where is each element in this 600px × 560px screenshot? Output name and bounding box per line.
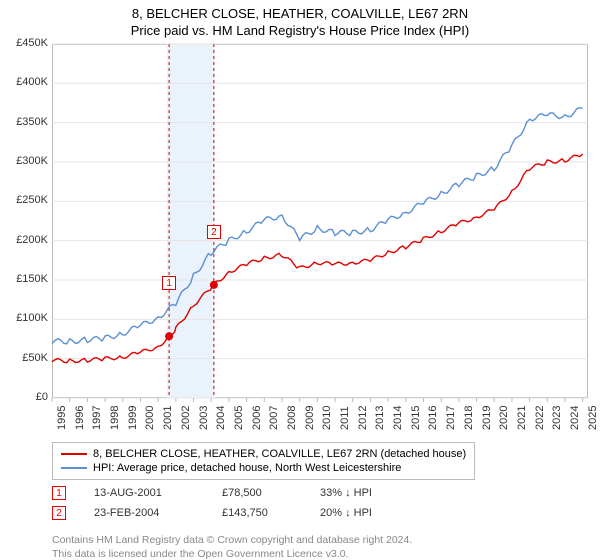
x-tick-label: 2010 (321, 406, 333, 430)
y-tick-label: £300K (8, 155, 48, 167)
x-tick-label: 2025 (587, 406, 599, 430)
x-tick-label: 2005 (233, 406, 245, 430)
chart-marker-label: 1 (162, 276, 176, 290)
x-tick-label: 1997 (91, 406, 103, 430)
legend-swatch (61, 467, 87, 469)
sale-record-row: 1 13-AUG-2001 £78,500 33% ↓ HPI (52, 486, 372, 500)
legend-label: 8, BELCHER CLOSE, HEATHER, COALVILLE, LE… (93, 448, 466, 460)
x-tick-label: 2011 (339, 406, 351, 430)
y-tick-label: £150K (8, 273, 48, 285)
x-tick-label: 2023 (551, 406, 563, 430)
x-tick-label: 2003 (198, 406, 210, 430)
sale-date: 23-FEB-2004 (94, 507, 194, 519)
chart-marker-label: 2 (207, 225, 221, 239)
x-tick-label: 2009 (304, 406, 316, 430)
x-tick-label: 1998 (109, 406, 121, 430)
sale-price: £78,500 (222, 487, 292, 499)
x-tick-label: 2007 (268, 406, 280, 430)
y-tick-label: £50K (8, 352, 48, 364)
y-tick-label: £350K (8, 116, 48, 128)
x-tick-label: 2017 (445, 406, 457, 430)
x-tick-label: 2018 (463, 406, 475, 430)
title-line-2: Price paid vs. HM Land Registry's House … (0, 21, 600, 42)
sale-delta: 33% ↓ HPI (320, 487, 372, 499)
y-tick-label: £400K (8, 76, 48, 88)
y-tick-label: £250K (8, 194, 48, 206)
x-tick-label: 2013 (374, 406, 386, 430)
x-tick-label: 2020 (498, 406, 510, 430)
x-tick-label: 1995 (56, 406, 68, 430)
legend: 8, BELCHER CLOSE, HEATHER, COALVILLE, LE… (52, 442, 475, 480)
x-tick-label: 2002 (180, 406, 192, 430)
title-line-1: 8, BELCHER CLOSE, HEATHER, COALVILLE, LE… (0, 0, 600, 21)
x-tick-label: 2008 (286, 406, 298, 430)
sale-date: 13-AUG-2001 (94, 487, 194, 499)
y-tick-label: £100K (8, 312, 48, 324)
line-chart (52, 44, 588, 398)
x-tick-label: 2021 (516, 406, 528, 430)
x-tick-label: 2024 (569, 406, 581, 430)
x-tick-label: 2000 (144, 406, 156, 430)
x-tick-label: 2015 (410, 406, 422, 430)
sale-price: £143,750 (222, 507, 292, 519)
x-tick-label: 2001 (162, 406, 174, 430)
footer-line-2: This data is licensed under the Open Gov… (52, 548, 349, 560)
x-tick-label: 1999 (127, 406, 139, 430)
legend-item: HPI: Average price, detached house, Nort… (61, 461, 466, 475)
x-tick-label: 2016 (427, 406, 439, 430)
y-tick-label: £450K (8, 37, 48, 49)
legend-item: 8, BELCHER CLOSE, HEATHER, COALVILLE, LE… (61, 447, 466, 461)
x-tick-label: 1996 (74, 406, 86, 430)
legend-swatch (61, 453, 87, 455)
x-tick-label: 2019 (481, 406, 493, 430)
y-tick-label: £0 (8, 391, 48, 403)
sale-marker-chip: 1 (52, 486, 66, 500)
sale-delta: 20% ↓ HPI (320, 507, 372, 519)
x-tick-label: 2014 (392, 406, 404, 430)
x-tick-label: 2006 (251, 406, 263, 430)
x-tick-label: 2004 (215, 406, 227, 430)
x-tick-label: 2022 (534, 406, 546, 430)
y-tick-label: £200K (8, 234, 48, 246)
footer-line-1: Contains HM Land Registry data © Crown c… (52, 534, 412, 546)
legend-label: HPI: Average price, detached house, Nort… (93, 462, 401, 474)
x-tick-label: 2012 (357, 406, 369, 430)
sale-marker-chip: 2 (52, 506, 66, 520)
sale-record-row: 2 23-FEB-2004 £143,750 20% ↓ HPI (52, 506, 372, 520)
